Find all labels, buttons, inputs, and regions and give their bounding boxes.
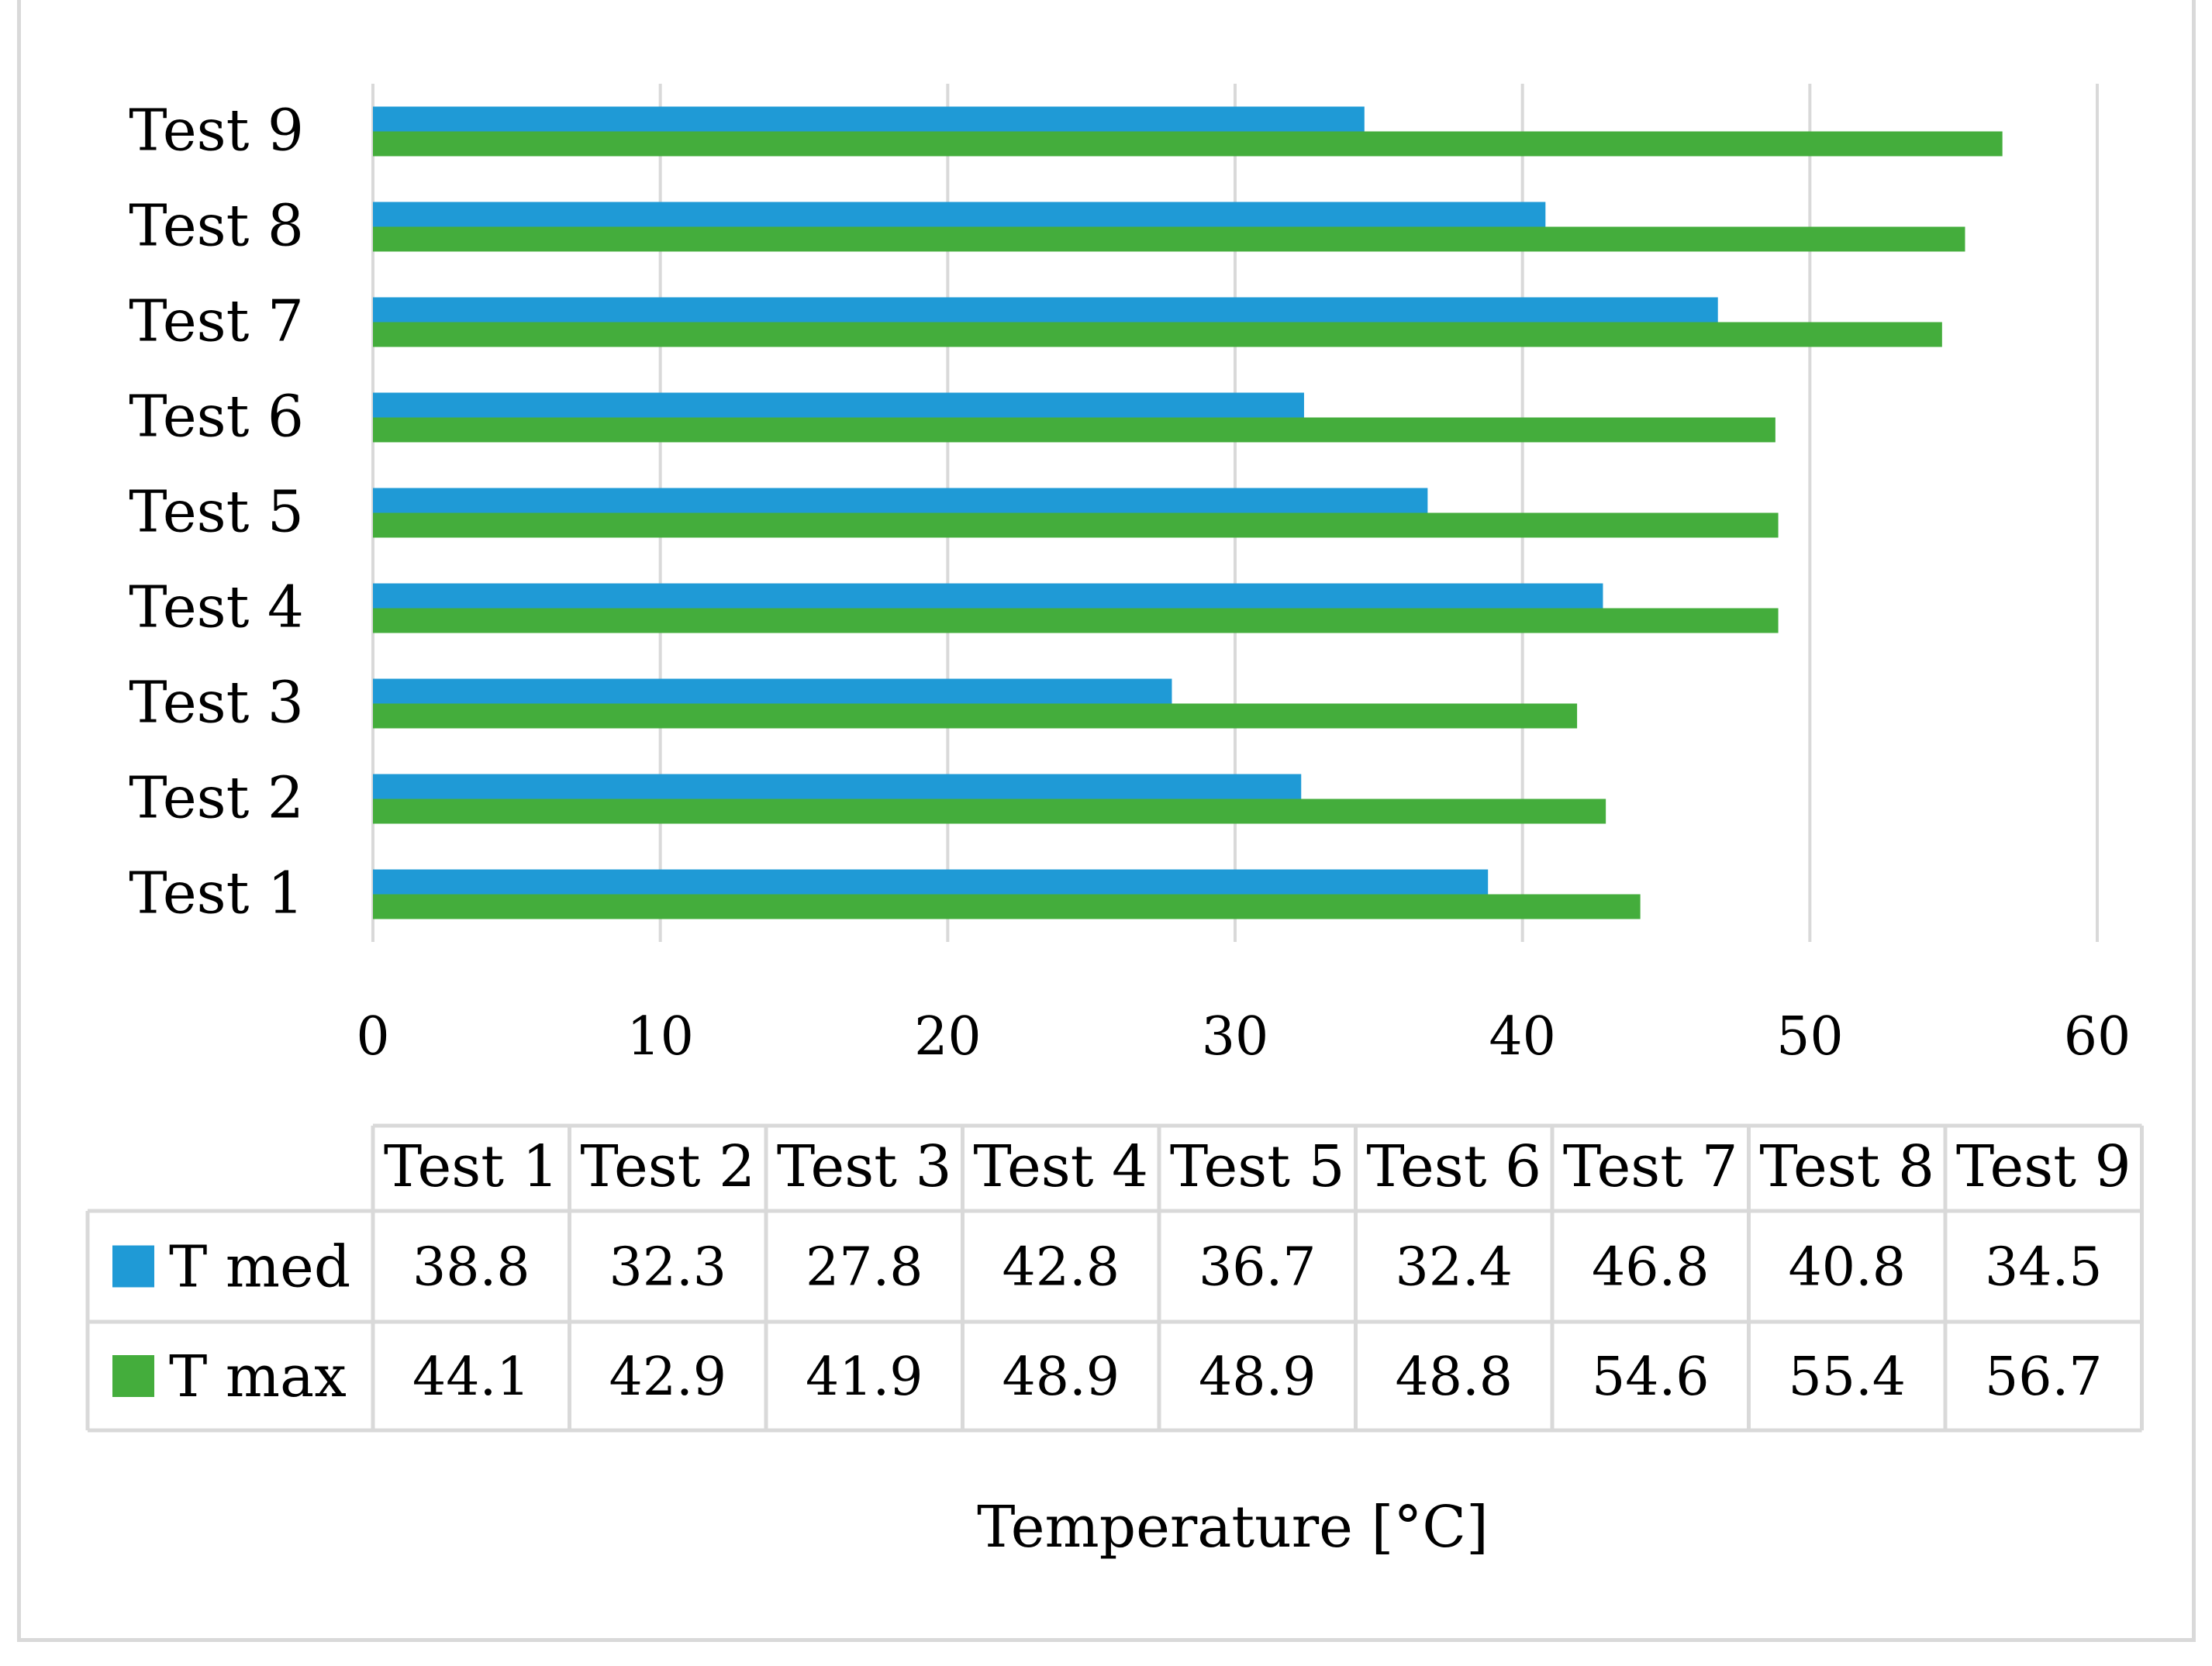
table-header-cell: Test 9 — [1956, 1133, 2131, 1200]
bar-t-med-6 — [373, 392, 1304, 418]
table-header-cell: Test 5 — [1170, 1133, 1345, 1200]
category-label: Test 1 — [129, 861, 304, 927]
table-value-cell: 41.9 — [806, 1347, 923, 1408]
table-value-cell: 34.5 — [1985, 1237, 2102, 1299]
table-header-cell: Test 1 — [384, 1133, 559, 1200]
category-label: Test 9 — [129, 98, 304, 164]
table-value-cell: 42.9 — [609, 1347, 726, 1408]
legend-label: T max — [169, 1343, 347, 1410]
bar-t-max-8 — [373, 226, 1965, 252]
bar-t-med-9 — [373, 106, 1365, 132]
category-label: Test 5 — [129, 479, 304, 546]
bar-t-med-7 — [373, 297, 1718, 323]
table-value-cell: 48.9 — [1199, 1347, 1316, 1408]
bar-t-med-2 — [373, 774, 1302, 799]
table-value-cell: 42.8 — [1002, 1237, 1120, 1299]
category-label: Test 3 — [129, 670, 304, 736]
table-value-cell: 48.8 — [1396, 1347, 1513, 1408]
table-header-cell: Test 8 — [1759, 1133, 1934, 1200]
table-value-cell: 46.8 — [1592, 1237, 1709, 1299]
table-header-cell: Test 6 — [1366, 1133, 1541, 1200]
bar-t-max-7 — [373, 322, 1942, 347]
table-value-cell: 40.8 — [1789, 1237, 1906, 1299]
table-value-cell: 32.3 — [609, 1237, 726, 1299]
category-labels: Test 1 Test 2 Test 3 Test 4 Test 5 Test 6 Test… — [129, 98, 304, 927]
x-axis-title: Temperature [°C] — [977, 1494, 1489, 1561]
x-tick-label: 40 — [1489, 1006, 1556, 1068]
table-value-cell: 27.8 — [806, 1237, 923, 1299]
bar-t-max-3 — [373, 703, 1578, 729]
x-tick-labels: 0 10 20 30 40 50 60 — [356, 1006, 2131, 1068]
bar-t-max-2 — [373, 799, 1606, 824]
bar-t-max-9 — [373, 131, 2003, 157]
table-value-cell: 48.9 — [1002, 1347, 1120, 1408]
x-tick-label: 0 — [356, 1006, 389, 1068]
category-label: Test 2 — [129, 765, 304, 832]
bar-t-med-4 — [373, 583, 1603, 609]
x-tick-label: 10 — [626, 1006, 694, 1068]
legend-swatch-t-max — [112, 1355, 154, 1397]
bar-t-med-5 — [373, 488, 1428, 513]
bar-t-med-1 — [373, 869, 1489, 895]
table-value-cell: 36.7 — [1199, 1237, 1316, 1299]
legend-swatch-t-med — [112, 1245, 154, 1288]
figure-frame — [17, 0, 2196, 1642]
table-value-cell: 56.7 — [1985, 1347, 2102, 1408]
x-tick-label: 30 — [1202, 1006, 1269, 1068]
category-label: Test 8 — [129, 193, 304, 260]
bar-t-max-4 — [373, 608, 1779, 633]
table-value-cell: 44.1 — [412, 1347, 530, 1408]
x-tick-label: 50 — [1776, 1006, 1844, 1068]
table-value-cell: 54.6 — [1592, 1347, 1709, 1408]
table-header-cell: Test 7 — [1563, 1133, 1738, 1200]
table-header-cell: Test 2 — [580, 1133, 755, 1200]
legend-label: T med — [169, 1234, 350, 1301]
table-header-cell: Test 3 — [777, 1133, 952, 1200]
table-value-cell: 55.4 — [1789, 1347, 1906, 1408]
bars — [373, 106, 2003, 919]
table-value-cell: 32.4 — [1396, 1237, 1513, 1299]
bar-t-med-8 — [373, 202, 1546, 227]
bar-t-med-3 — [373, 678, 1172, 704]
category-label: Test 7 — [129, 288, 304, 355]
x-tick-label: 60 — [2064, 1006, 2131, 1068]
category-label: Test 4 — [129, 574, 304, 641]
x-tick-label: 20 — [914, 1006, 982, 1068]
data-table: Test 1 Test 2 Test 3 Test 4 Test 5 Test 6 Test… — [85, 1123, 2144, 1433]
bar-t-max-6 — [373, 417, 1775, 443]
table-value-cell: 38.8 — [412, 1237, 530, 1299]
bar-t-max-5 — [373, 512, 1779, 538]
bar-t-max-1 — [373, 894, 1641, 919]
table-header-cell: Test 4 — [973, 1133, 1148, 1200]
category-label: Test 6 — [129, 384, 304, 450]
